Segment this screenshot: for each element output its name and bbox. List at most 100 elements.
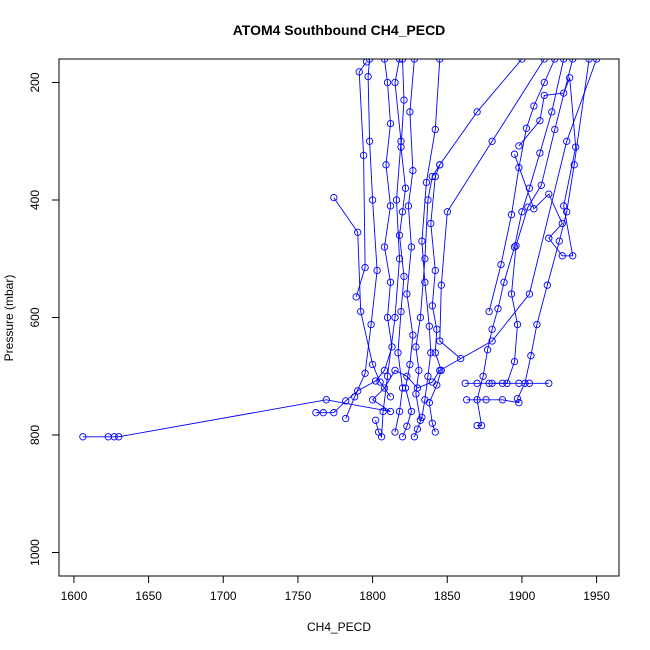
data-point (361, 263, 369, 272)
series-line (492, 59, 574, 384)
data-point (543, 281, 551, 289)
data-point (354, 387, 362, 395)
data-point (406, 360, 414, 369)
x-tick-label: 1850 (434, 589, 461, 603)
data-point (352, 293, 360, 301)
y-tick-label: 400 (28, 190, 42, 210)
data-point (386, 393, 395, 401)
data-point (416, 416, 425, 424)
data-point (512, 242, 520, 250)
x-tick-label: 1650 (135, 589, 162, 603)
data-point (560, 59, 568, 63)
data-point (351, 393, 359, 401)
data-point (386, 202, 395, 210)
data-point (560, 89, 568, 97)
x-tick-label: 1700 (210, 589, 237, 603)
data-point (510, 357, 519, 366)
data-point (488, 137, 496, 145)
data-point (488, 325, 496, 333)
data-point (395, 255, 404, 263)
data-point (473, 379, 481, 387)
data-point (409, 166, 417, 175)
data-point (391, 366, 399, 375)
data-point (361, 369, 369, 377)
data-point (436, 59, 444, 63)
data-point (418, 237, 426, 245)
data-point (380, 59, 389, 63)
data-point (391, 313, 399, 322)
data-point (536, 149, 544, 157)
data-point (362, 59, 371, 66)
data-point (437, 281, 445, 289)
series-line (413, 59, 441, 437)
data-point (488, 337, 496, 345)
data-point (431, 349, 439, 357)
data-point (545, 234, 553, 242)
data-point (319, 409, 327, 417)
data-point (368, 396, 377, 404)
data-point (527, 352, 535, 360)
data-point (540, 91, 548, 100)
data-point (412, 343, 420, 351)
data-point (403, 422, 411, 430)
data-point (494, 305, 502, 313)
data-point (524, 203, 532, 211)
x-tick-label: 1900 (509, 589, 536, 603)
x-tick-label: 1950 (583, 589, 610, 603)
x-tick-label: 1750 (285, 589, 312, 603)
data-point (383, 78, 392, 87)
data-point (379, 407, 387, 416)
data-point (507, 290, 516, 298)
data-point (463, 396, 471, 404)
data-point (513, 394, 522, 403)
data-point (376, 378, 384, 386)
data-point (312, 409, 320, 417)
data-point (368, 196, 377, 204)
data-point (585, 59, 593, 63)
data-point (395, 59, 404, 63)
data-point (427, 349, 435, 357)
data-point (483, 346, 492, 354)
data-point (548, 108, 556, 116)
data-point (395, 407, 404, 416)
data-point (536, 117, 544, 125)
y-tick-label: 200 (28, 72, 42, 92)
data-point (357, 307, 365, 316)
series-line (466, 59, 590, 404)
data-point (397, 143, 405, 151)
data-point (382, 161, 390, 169)
data-point (551, 59, 559, 63)
data-point (403, 290, 411, 298)
data-point (386, 407, 395, 416)
data-point (510, 150, 519, 158)
data-point (540, 59, 548, 63)
data-point (563, 137, 571, 145)
y-tick-label: 1000 (28, 539, 42, 566)
data-point (428, 172, 436, 181)
data-point (342, 397, 350, 405)
data-point (443, 208, 451, 216)
series-line (415, 59, 523, 421)
data-point (355, 68, 363, 76)
data-point (424, 372, 432, 380)
data-point (400, 272, 408, 281)
data-point (518, 208, 526, 216)
data-point (560, 202, 568, 210)
data-point (398, 59, 407, 63)
data-point (515, 399, 523, 407)
data-point (421, 255, 429, 263)
data-point (497, 260, 505, 269)
data-point (398, 208, 407, 216)
data-point (422, 178, 431, 187)
data-point (410, 59, 419, 63)
data-point (522, 124, 531, 132)
data-point (461, 379, 469, 387)
series-line (355, 61, 367, 298)
data-point (373, 266, 381, 275)
data-point (427, 219, 435, 228)
data-point (425, 322, 433, 330)
series-line (345, 59, 378, 419)
data-point (394, 349, 402, 357)
data-point (386, 278, 395, 286)
data-point (401, 184, 410, 192)
